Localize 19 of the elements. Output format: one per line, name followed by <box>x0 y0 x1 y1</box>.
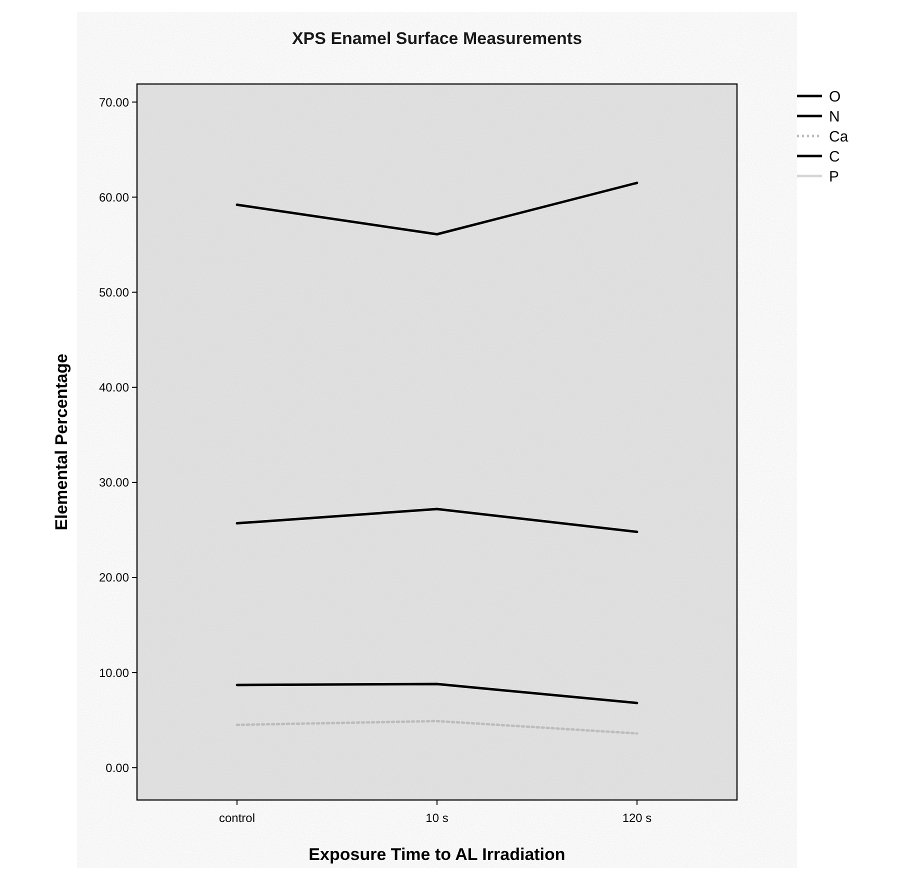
x-tick-label: 10 s <box>426 811 448 825</box>
y-axis-title: Elemental Percentage <box>52 354 71 530</box>
y-tick-label: 50.00 <box>98 285 130 300</box>
y-tick-label: 60.00 <box>98 190 130 204</box>
legend-label: P <box>829 168 840 186</box>
legend-label: C <box>829 148 840 166</box>
y-tick-label: 40.00 <box>98 380 130 395</box>
y-tick-label: 70.00 <box>98 95 130 110</box>
x-tick-label: 120 s <box>622 811 652 825</box>
y-tick-label: 30.00 <box>98 476 130 490</box>
y-tick-label: 10.00 <box>98 666 130 680</box>
legend-label: N <box>829 108 840 126</box>
legend-label: Ca <box>829 128 849 146</box>
y-tick-label: 20.00 <box>98 570 130 585</box>
chart-title: XPS Enamel Surface Measurements <box>292 29 582 48</box>
y-tick-label: 0.00 <box>106 760 130 775</box>
legend-label: O <box>829 88 841 106</box>
x-axis-title: Exposure Time to AL Irradiation <box>308 845 566 864</box>
x-tick-label: control <box>218 811 256 825</box>
